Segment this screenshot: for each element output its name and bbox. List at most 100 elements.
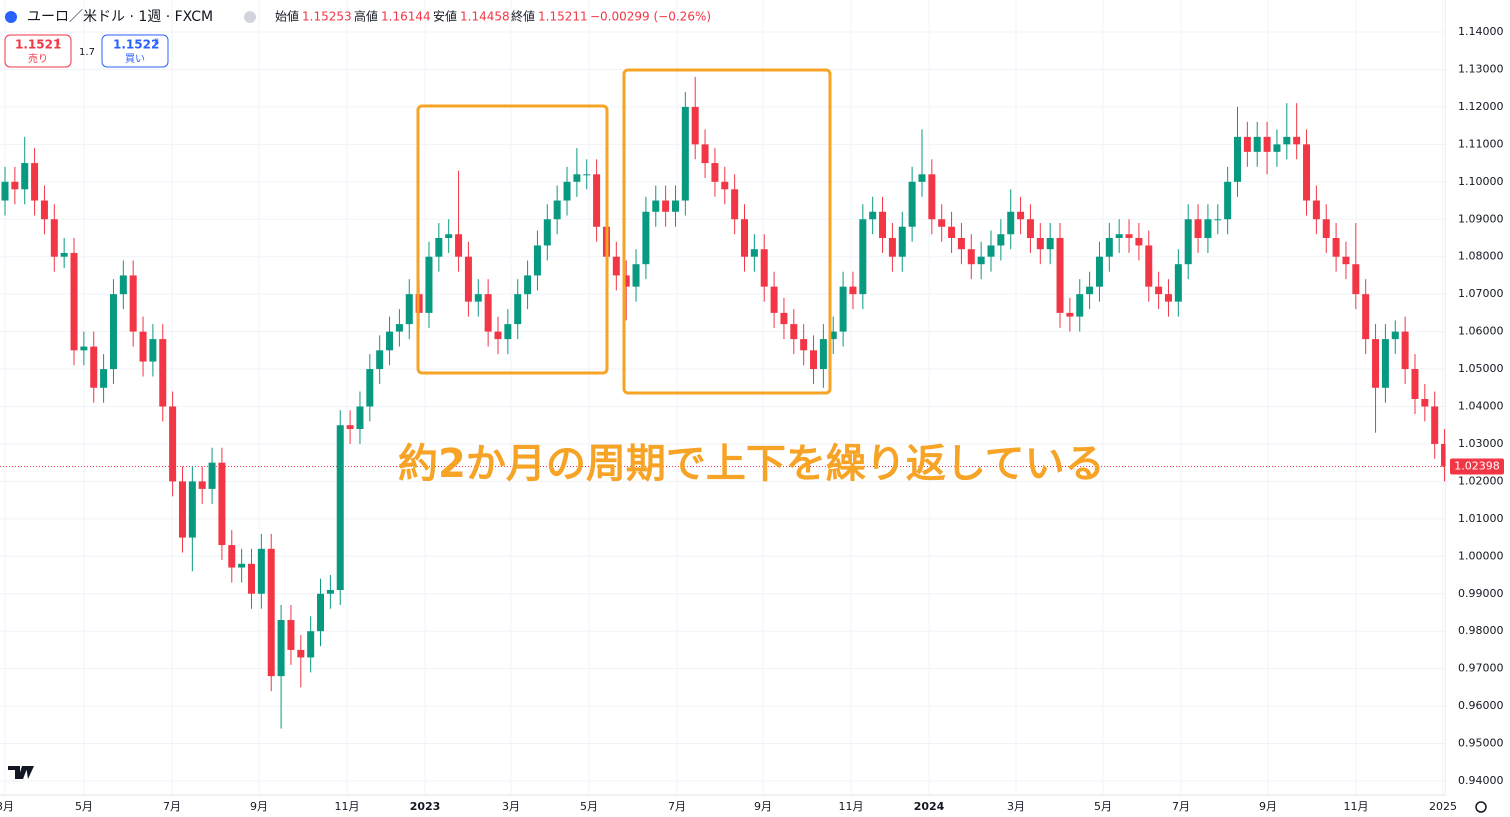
candle-body [198,481,206,489]
candle-body [494,331,502,340]
candle-body [1391,331,1399,340]
candle-body [1026,219,1034,238]
y-tick-label: 1.09000 [1458,212,1504,225]
settings-icon[interactable] [1475,801,1487,813]
candle-body [957,237,965,250]
x-tick-label: 9月 [250,800,268,813]
ohlc-label: 高値 [354,9,378,24]
candle-body [869,211,877,220]
buy-price[interactable]: 1.1522 [113,38,159,52]
candle-body [1046,237,1054,250]
candle-body [642,211,650,265]
candle-body [1401,331,1409,370]
candle-body [1017,211,1025,220]
sell-price-sup[interactable]: 1 [56,38,61,47]
candle-body [908,181,916,227]
x-tick-label: 11月 [839,800,864,813]
candle-body [770,286,778,313]
candle-body [977,256,985,265]
candle-body [593,174,601,227]
candle-body [1,181,9,201]
candle-body [100,369,108,388]
last-price-label: 1.02398 [1454,459,1500,472]
candle-body [790,324,798,340]
candle-body [1095,256,1103,287]
buy-price-sup[interactable]: 8 [154,38,159,47]
candle-body [879,211,887,238]
y-tick-label: 0.94000 [1458,774,1504,787]
x-tick-label: 5月 [1094,800,1112,813]
candle-body [159,339,167,407]
y-tick-label: 1.05000 [1458,362,1504,375]
candle-body [70,252,78,351]
ohlc-value: 1.14458 [460,10,510,24]
candle-body [1303,144,1311,201]
candle-body [888,237,896,257]
candle-body [731,189,739,220]
y-tick-label: 1.11000 [1458,137,1504,150]
candle-body [129,275,137,332]
y-tick-label: 1.13000 [1458,62,1504,75]
candle-body [336,425,344,591]
candle-body [1076,294,1084,317]
y-tick-label: 1.01000 [1458,512,1504,525]
y-tick-label: 1.07000 [1458,287,1504,300]
y-tick-label: 0.97000 [1458,662,1504,675]
candle-body [1224,181,1232,220]
candle-body [829,331,837,340]
candle-body [1372,339,1380,388]
candle-body [297,649,305,658]
candle-body [50,219,58,257]
x-tick-label: 3月 [1007,800,1025,813]
candle-body [780,312,788,325]
candle-body [248,563,255,594]
sell-label[interactable]: 売り [28,52,48,65]
candle-body [533,245,541,276]
y-tick-label: 0.98000 [1458,624,1504,637]
sell-price[interactable]: 1.1521 [15,38,61,52]
candle-body [317,593,325,632]
candle-body [11,181,19,190]
sell-button[interactable] [4,34,72,68]
x-tick-label: 3月 [502,800,520,813]
axes: 1.14000 1.13000 1.12000 1.11000 1.10000 1.090… [0,25,1504,813]
candle-body [504,324,512,340]
candle-body [721,181,729,190]
candle-body [188,481,196,538]
candle-body [435,237,443,257]
candle-body [1194,219,1202,238]
candle-body [1342,256,1350,265]
candle-body [1421,399,1429,407]
candle-body [1204,219,1212,238]
y-tick-label: 1.03000 [1458,437,1504,450]
y-tick-label: 1.02000 [1458,474,1504,487]
candle-body [967,249,975,265]
x-tick-label: 9月 [754,800,772,813]
candle-body [691,106,699,145]
candle-body [553,200,561,220]
candle-body [1243,136,1251,152]
candle-body [849,286,857,295]
candle-body [228,545,236,568]
candle-body [1155,286,1163,295]
candle-body [997,234,1005,246]
candle-body [1381,339,1389,388]
candle-body [810,350,818,370]
y-tick-label: 1.08000 [1458,250,1504,263]
y-tick-label: 0.99000 [1458,587,1504,600]
candle-body [1431,406,1439,444]
candle-body [711,163,719,182]
highlight-box [622,68,832,395]
candle-body [701,144,709,164]
buy-label[interactable]: 買い [125,53,145,65]
candle-body [238,563,246,568]
candle-body [31,163,39,201]
candle-body [652,200,660,212]
candle-body [307,631,315,658]
candle-body [928,174,936,220]
candle-body [938,219,946,227]
buy-button[interactable] [101,34,169,68]
candle-body [987,245,995,257]
candle-body [750,249,758,257]
